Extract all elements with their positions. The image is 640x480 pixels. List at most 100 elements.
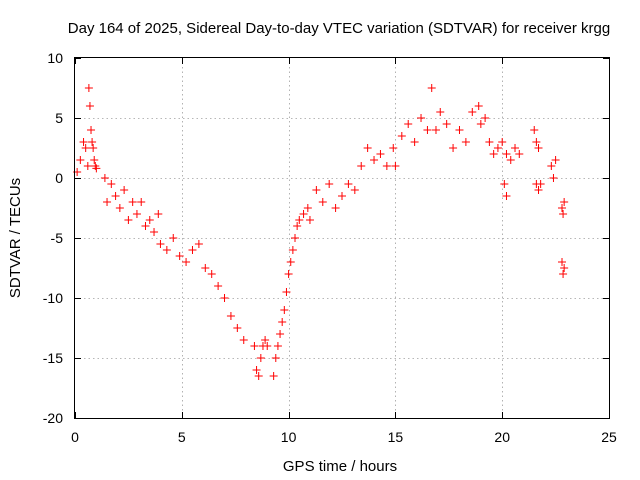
x-tick-label: 15 (388, 429, 404, 445)
data-point (344, 180, 353, 188)
data-point (145, 216, 154, 224)
data-point (79, 138, 88, 146)
data-point (276, 330, 285, 338)
data-point (254, 372, 263, 380)
data-point (175, 252, 184, 260)
data-point (474, 102, 483, 110)
x-tick-label: 20 (494, 429, 510, 445)
data-point (485, 138, 494, 146)
data-point (502, 192, 511, 200)
x-tick-label: 25 (601, 429, 617, 445)
data-point (120, 186, 129, 194)
data-point (271, 354, 280, 362)
data-point (511, 144, 520, 152)
data-point (128, 198, 137, 206)
data-point (280, 306, 289, 314)
data-point (560, 264, 569, 272)
data-point (220, 294, 229, 302)
data-point (338, 192, 346, 200)
data-point (154, 210, 163, 218)
y-axis-label: SDTVAR / TECUs (7, 178, 24, 298)
data-point (233, 324, 242, 332)
data-point (286, 258, 295, 266)
y-tick-label: -5 (51, 230, 64, 246)
data-point (532, 138, 541, 146)
data-point (455, 126, 464, 134)
data-point (83, 162, 92, 170)
data-point (84, 84, 93, 92)
data-point (534, 186, 543, 194)
data-point (278, 318, 287, 326)
data-point (89, 144, 98, 152)
data-point (124, 216, 133, 224)
data-point (188, 246, 197, 254)
data-point (111, 192, 120, 200)
data-point (493, 144, 502, 152)
data-point (76, 156, 85, 164)
data-point (288, 246, 297, 254)
data-point (103, 198, 112, 206)
data-point (502, 150, 511, 158)
data-point (252, 366, 261, 374)
data-point (284, 270, 293, 278)
data-point (141, 222, 150, 230)
y-tick-label: 5 (55, 110, 63, 126)
data-point (363, 144, 372, 152)
data-point (263, 342, 272, 350)
data-point (417, 114, 426, 122)
data-point (299, 210, 308, 218)
data-point (423, 126, 432, 134)
data-point (87, 126, 96, 134)
data-point (273, 342, 282, 350)
data-point (100, 174, 109, 182)
data-point (559, 270, 568, 278)
data-point (481, 114, 490, 122)
y-tick-labels: 10 5 0 -5 -10 -15 -20 (43, 50, 63, 426)
data-point (551, 156, 560, 164)
data-point (132, 210, 141, 218)
data-point (410, 138, 419, 146)
data-point (92, 164, 101, 173)
data-point (194, 240, 203, 248)
data-point (431, 126, 440, 134)
data-point (81, 144, 90, 152)
data-point (107, 180, 116, 188)
tick-marks (75, 58, 610, 419)
data-point (207, 270, 216, 278)
data-point (558, 204, 567, 212)
y-tick-label: -15 (43, 350, 63, 366)
data-point (162, 246, 171, 254)
x-tick-label: 10 (281, 429, 297, 445)
data-point (489, 150, 498, 158)
data-point (303, 204, 312, 212)
data-point (331, 204, 340, 212)
y-tick-label: -20 (43, 410, 63, 426)
x-tick-label: 0 (71, 429, 79, 445)
data-point (201, 264, 210, 272)
data-point (560, 198, 569, 206)
data-point (150, 228, 159, 236)
data-point (305, 216, 314, 224)
data-point (293, 222, 302, 230)
data-point (269, 372, 278, 380)
data-point (534, 144, 543, 152)
data-point (382, 162, 391, 170)
data-point (442, 120, 451, 128)
data-point (90, 156, 99, 164)
data-point (156, 240, 165, 248)
data-point (389, 144, 398, 152)
data-point (468, 108, 477, 116)
data-point (404, 120, 413, 128)
data-point (312, 186, 321, 194)
data-point (436, 108, 445, 116)
data-point (226, 312, 235, 320)
y-tick-label: -10 (43, 290, 63, 306)
x-tick-label: 5 (178, 429, 186, 445)
data-point (239, 336, 248, 344)
data-points (73, 84, 569, 380)
y-tick-label: 0 (55, 170, 63, 186)
data-point (137, 198, 146, 206)
data-point (261, 336, 270, 344)
data-point (559, 210, 568, 218)
data-point (370, 156, 379, 164)
